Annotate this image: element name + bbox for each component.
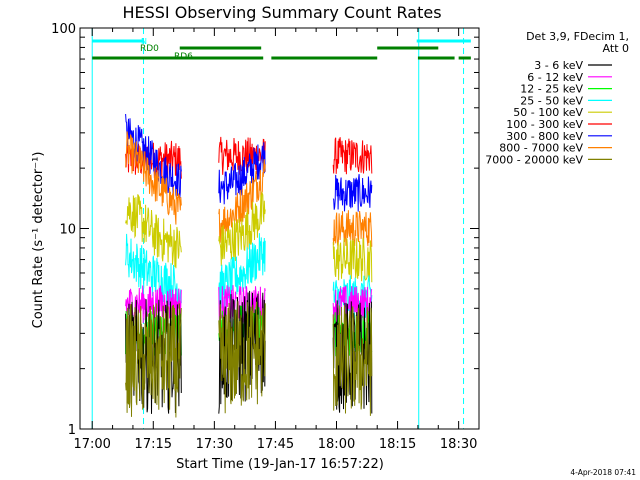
legend-label-7000-20000-kev: 7000 - 20000 keV bbox=[485, 153, 583, 166]
legend-label-25-50-kev: 25 - 50 keV bbox=[520, 94, 583, 107]
y-axis-label: Count Rate (s⁻¹ detector⁻¹) bbox=[31, 152, 46, 329]
x-tick-label-1: 17:15 bbox=[135, 437, 172, 452]
series-7000-20000-kev-segment-0 bbox=[125, 303, 182, 418]
series-50-100-kev-segment-2 bbox=[332, 237, 373, 283]
chart-title: HESSI Observing Summary Count Rates bbox=[122, 3, 441, 22]
legend-label-800-7000-kev: 800 - 7000 keV bbox=[499, 142, 583, 155]
legend-label-100-300-kev: 100 - 300 keV bbox=[506, 118, 583, 131]
legend-header-line-1: Det 3,9, FDecim 1, bbox=[526, 30, 629, 43]
legend-label-300-800-kev: 300 - 800 keV bbox=[506, 130, 583, 143]
series-7000-20000-kev-segment-2 bbox=[332, 305, 373, 416]
x-axis-label: Start Time (19-Jan-17 16:57:22) bbox=[176, 457, 384, 472]
legend-label-6-12-kev: 6 - 12 keV bbox=[527, 71, 583, 84]
series-300-800-kev-segment-1 bbox=[218, 142, 266, 205]
legend-header-line-2: Att 0 bbox=[603, 42, 629, 55]
x-tick-label-2: 17:30 bbox=[196, 437, 233, 452]
legend-label-3-6-kev: 3 - 6 keV bbox=[534, 59, 583, 72]
y-tick-label-1: 10 bbox=[59, 223, 76, 238]
series-50-100-kev-segment-1 bbox=[218, 191, 266, 267]
series-800-7000-kev-segment-2 bbox=[332, 210, 373, 247]
x-tick-label-0: 17:00 bbox=[73, 437, 110, 452]
flag-label-n: N bbox=[141, 37, 147, 46]
x-tick-label-5: 18:15 bbox=[379, 437, 416, 452]
flag-label-rd0: RD0 bbox=[140, 44, 159, 54]
y-tick-label-0: 1 bbox=[68, 423, 76, 438]
series-7000-20000-kev-segment-1 bbox=[218, 301, 266, 414]
y-tick-label-2: 100 bbox=[51, 22, 76, 37]
legend-label-50-100-kev: 50 - 100 keV bbox=[513, 106, 583, 119]
series-25-50-kev-segment-0 bbox=[125, 233, 182, 310]
x-tick-label-6: 18:30 bbox=[440, 437, 477, 452]
series-300-800-kev-segment-2 bbox=[332, 174, 373, 212]
series-50-100-kev-segment-0 bbox=[125, 194, 182, 269]
flag-label-rd6: RD6 bbox=[174, 52, 193, 62]
x-tick-label-4: 18:00 bbox=[318, 437, 355, 452]
series-800-7000-kev-segment-1 bbox=[218, 159, 266, 243]
timestamp: 4-Apr-2018 07:41 bbox=[570, 468, 636, 477]
series-25-50-kev-segment-1 bbox=[218, 233, 266, 309]
series-800-7000-kev-segment-0 bbox=[125, 131, 182, 225]
legend-label-12-25-kev: 12 - 25 keV bbox=[520, 83, 583, 96]
series-layer bbox=[125, 113, 373, 418]
x-tick-label-3: 17:45 bbox=[257, 437, 294, 452]
series-100-300-kev-segment-2 bbox=[332, 137, 373, 175]
axes: 17:00 17:15 17:30 17:45 18:00 18:15 18:30 1 10 10… bbox=[51, 22, 480, 452]
